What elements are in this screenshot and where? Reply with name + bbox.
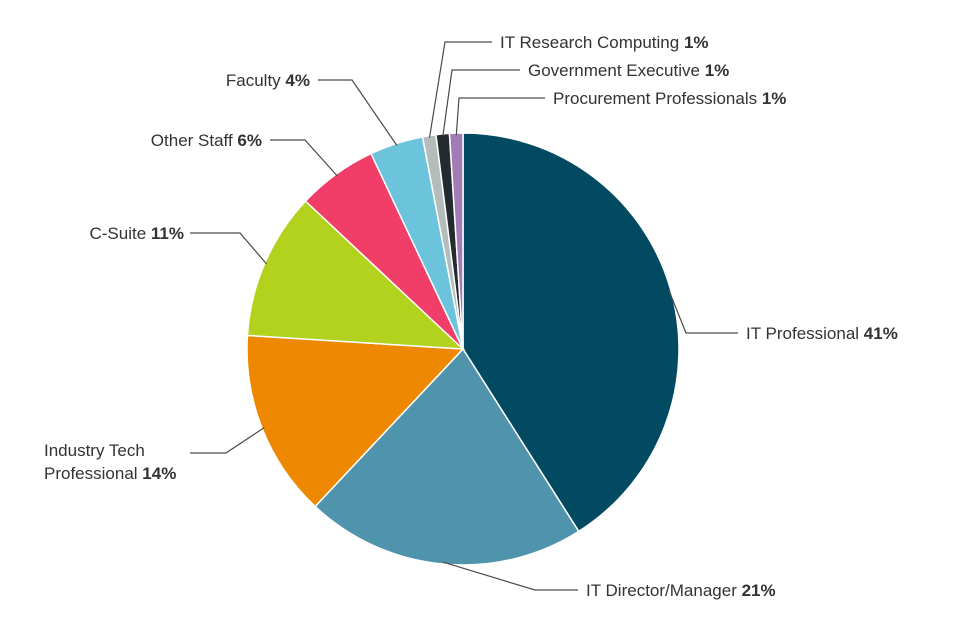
- label-industry-tech-professional: Industry Tech Professional 14%: [44, 441, 176, 483]
- label-text-it-research-computing: IT Research Computing 1%: [500, 33, 709, 52]
- label-percent-c-suite: 11%: [151, 224, 184, 243]
- label-percent-industry-tech-professional: 14%: [142, 464, 176, 483]
- label-text-industry-tech-professional: Professional 14%: [44, 464, 176, 483]
- labels-layer: IT Professional 41% IT Director/Manager 2…: [44, 33, 898, 600]
- leader-line-government-executive: [442, 69, 520, 136]
- leader-line-it-professional: [667, 289, 738, 334]
- leader-line-it-research-computing: [428, 41, 492, 138]
- label-percent-it-professional: 41%: [864, 324, 898, 343]
- slice-it-director-manager: [314, 347, 580, 566]
- label-procurement-professionals: Procurement Professionals 1%: [553, 89, 786, 108]
- label-c-suite: C-Suite 11%: [89, 224, 184, 243]
- label-text-it-professional: IT Professional 41%: [746, 324, 898, 343]
- label-other-staff: Other Staff 6%: [151, 131, 262, 150]
- label-it-director-manager: IT Director/Manager 21%: [586, 581, 776, 600]
- label-it-professional: IT Professional 41%: [746, 324, 898, 343]
- label-percent-it-director-manager: 21%: [742, 581, 776, 600]
- leader-line-other-staff: [270, 139, 338, 177]
- label-text-procurement-professionals: Procurement Professionals 1%: [553, 89, 786, 108]
- leader-line-procurement-professionals: [455, 97, 545, 136]
- label-percent-it-research-computing: 1%: [684, 33, 709, 52]
- label-text-industry-tech-professional: Industry Tech: [44, 441, 150, 460]
- leader-line-industry-tech-professional: [190, 427, 265, 454]
- slice-c-suite: [246, 200, 466, 350]
- label-percent-procurement-professionals: 1%: [762, 89, 787, 108]
- leader-line-it-director-manager: [442, 561, 578, 591]
- label-government-executive: Government Executive 1%: [528, 61, 729, 80]
- label-percent-government-executive: 1%: [705, 61, 730, 80]
- label-percent-other-staff: 6%: [237, 131, 262, 150]
- label-percent-faculty: 4%: [285, 71, 310, 90]
- slice-it-professional: [462, 132, 680, 533]
- label-text-it-director-manager: IT Director/Manager 21%: [586, 581, 776, 600]
- label-text-c-suite: C-Suite 11%: [89, 224, 184, 243]
- leader-line-faculty: [318, 79, 398, 146]
- slices-layer: [246, 132, 680, 566]
- label-text-faculty: Faculty 4%: [226, 71, 310, 90]
- leaders-layer: [190, 41, 738, 591]
- leader-line-c-suite: [190, 232, 268, 265]
- label-it-research-computing: IT Research Computing 1%: [500, 33, 709, 52]
- label-faculty: Faculty 4%: [226, 71, 310, 90]
- label-text-government-executive: Government Executive 1%: [528, 61, 729, 80]
- label-text-other-staff: Other Staff 6%: [151, 131, 262, 150]
